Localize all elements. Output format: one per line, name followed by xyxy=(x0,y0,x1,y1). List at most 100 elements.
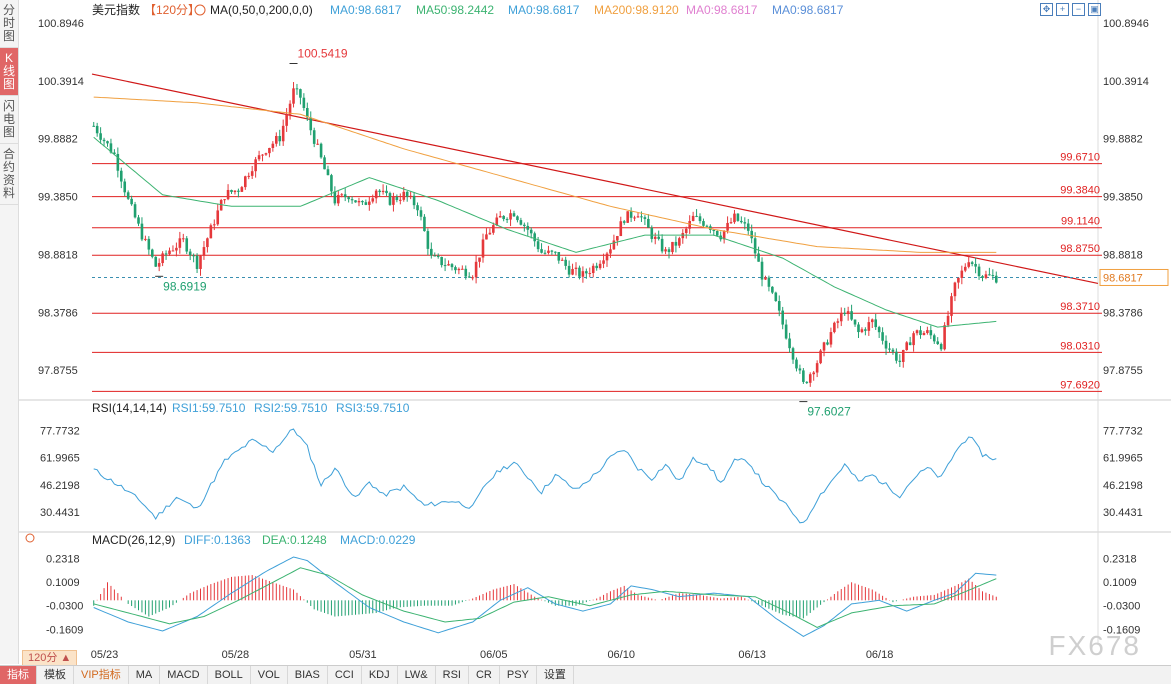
candle-body xyxy=(812,372,815,375)
rsi-tick-left: 77.7732 xyxy=(40,426,80,438)
level-label: 98.0310 xyxy=(1060,340,1100,352)
candle-body xyxy=(319,143,323,158)
zoom-out-icon[interactable]: − xyxy=(1072,3,1085,16)
price-tick: 97.8755 xyxy=(1103,365,1143,377)
candle-body xyxy=(733,213,736,223)
candle-body xyxy=(254,159,257,172)
candle-body xyxy=(316,143,319,145)
candle-body xyxy=(895,351,898,361)
candle-body xyxy=(743,222,747,224)
candle-body xyxy=(946,315,950,326)
indicator-kdj[interactable]: KDJ xyxy=(362,666,398,684)
candle-body xyxy=(343,194,347,198)
ma-value: MA50:98.2442 xyxy=(416,3,494,17)
candle-body xyxy=(243,176,247,188)
candle-body xyxy=(340,194,344,196)
trend-line xyxy=(91,73,1099,285)
candle-body xyxy=(495,217,499,226)
indicator-lw[interactable]: LW& xyxy=(398,666,436,684)
tab-flash-chart[interactable]: 闪电图 xyxy=(0,96,18,144)
candle-body xyxy=(581,271,585,277)
tab-k-line-chart[interactable]: K线图 xyxy=(0,48,18,96)
indicator-rsi[interactable]: RSI xyxy=(436,666,469,684)
settings-tab[interactable]: 设置 xyxy=(537,666,574,684)
macd-value: DIFF:0.1363 xyxy=(184,533,251,547)
indicator-psy[interactable]: PSY xyxy=(500,666,537,684)
rsi-tick-left: 46.2198 xyxy=(40,480,80,492)
candle-body xyxy=(385,190,388,194)
candle-body xyxy=(781,310,784,325)
candle-body xyxy=(181,238,185,240)
indicator-cr[interactable]: CR xyxy=(469,666,500,684)
price-tick-left: 99.8882 xyxy=(38,134,78,146)
candle-body xyxy=(523,224,526,226)
vip-indicator-tab[interactable]: VIP指标 xyxy=(74,666,129,684)
candle-body xyxy=(671,241,674,253)
candle-body xyxy=(481,239,485,258)
candle-body xyxy=(436,255,440,257)
candle-body xyxy=(609,249,612,254)
indicator-tab[interactable]: 指标 xyxy=(0,666,37,684)
price-tick-left: 98.8818 xyxy=(38,249,78,261)
candle-body xyxy=(137,217,140,224)
candle-body xyxy=(292,88,295,104)
candle-body xyxy=(202,247,206,256)
candle-body xyxy=(729,222,733,224)
candle-body xyxy=(777,301,781,311)
indicator-vol[interactable]: VOL xyxy=(251,666,288,684)
candle-body xyxy=(543,252,547,254)
candle-body xyxy=(771,286,774,293)
ma-value: MA0:98.6817 xyxy=(686,3,758,17)
candle-body xyxy=(874,319,878,328)
candle-body xyxy=(643,217,647,219)
candle-body xyxy=(764,277,767,280)
candle-body xyxy=(113,152,116,154)
rsi-value: RSI3:59.7510 xyxy=(336,401,410,415)
period-selector[interactable]: 120分 ▲ xyxy=(22,650,78,667)
template-tab[interactable]: 模板 xyxy=(37,666,74,684)
tab-time-chart[interactable]: 分时图 xyxy=(0,0,18,48)
indicator-boll[interactable]: BOLL xyxy=(208,666,251,684)
macd-tick: -0.0300 xyxy=(1103,601,1140,613)
candle-body xyxy=(915,330,919,334)
candle-body xyxy=(540,249,543,253)
candle-body xyxy=(512,213,516,217)
move-icon[interactable]: ✥ xyxy=(1040,3,1053,16)
macd-settings-icon[interactable] xyxy=(25,533,35,543)
settings-icon[interactable] xyxy=(194,4,206,16)
candle-body xyxy=(399,199,402,201)
candle-body xyxy=(461,268,464,270)
candle-body xyxy=(271,143,275,148)
price-tick: 98.3786 xyxy=(1103,307,1143,319)
candle-body xyxy=(760,261,764,280)
candle-body xyxy=(464,268,468,277)
tab-contract-info[interactable]: 合约资料 xyxy=(0,144,18,205)
indicator-ma[interactable]: MA xyxy=(129,666,161,684)
date-label: 05/23 xyxy=(91,649,119,661)
level-label: 98.3710 xyxy=(1060,301,1100,313)
zoom-in-icon[interactable]: + xyxy=(1056,3,1069,16)
low-label: 97.6027 xyxy=(807,405,851,419)
price-tick: 99.3850 xyxy=(1103,192,1143,204)
candle-body xyxy=(839,312,843,322)
symbol-name: 美元指数 xyxy=(92,2,140,17)
candle-body xyxy=(850,311,853,320)
indicator-macd[interactable]: MACD xyxy=(160,666,208,684)
candle-body xyxy=(357,200,361,203)
indicator-cci[interactable]: CCI xyxy=(328,666,362,684)
candle-body xyxy=(275,136,278,144)
indicator-bias[interactable]: BIAS xyxy=(288,666,328,684)
candle-body xyxy=(705,225,709,227)
macd-diff-line xyxy=(93,556,997,637)
ma-value: MA0:98.6817 xyxy=(508,3,580,17)
candle-body xyxy=(295,88,299,90)
candle-body xyxy=(492,225,495,233)
candle-body xyxy=(926,330,929,334)
indicator-bar: 指标 模板 VIP指标 MA MACD BOLL VOL BIAS CCI KD… xyxy=(0,665,1171,684)
candle-body xyxy=(898,360,902,362)
candle-body xyxy=(877,327,881,333)
fullscreen-icon[interactable]: ▣ xyxy=(1088,3,1101,16)
current-price-label: 98.6817 xyxy=(1103,272,1143,284)
level-label: 99.6710 xyxy=(1060,152,1100,164)
